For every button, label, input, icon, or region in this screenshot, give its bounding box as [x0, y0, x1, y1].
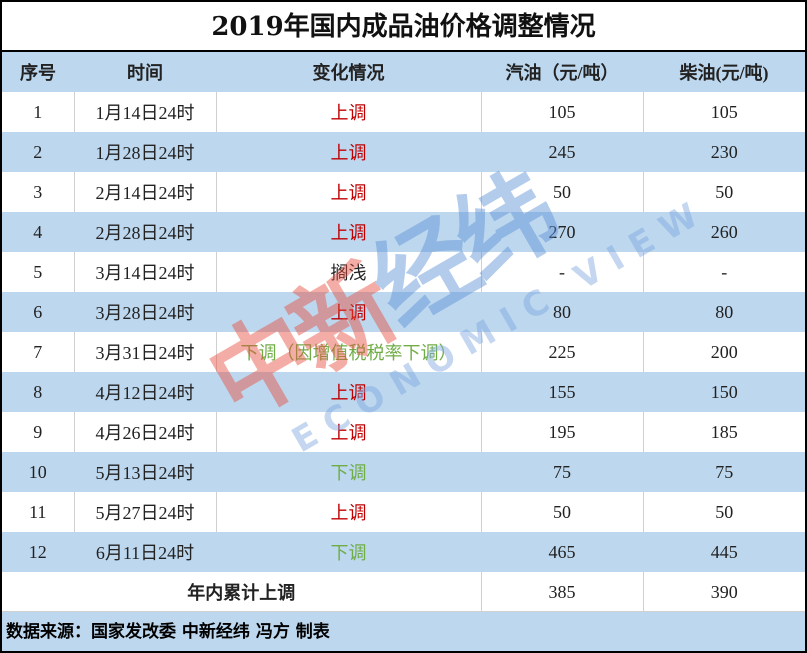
header-row: 序号 时间 变化情况 汽油（元/吨） 柴油(元/吨) — [2, 52, 805, 92]
table-row: 5 3月14日24时 搁浅 - - — [2, 252, 805, 292]
row-gasoline: 270 — [481, 212, 644, 252]
row-diesel: 50 — [715, 501, 734, 522]
row-time: 1月28日24时 — [74, 132, 217, 172]
row-diesel: 150 — [643, 372, 805, 412]
row-change: 上调 — [216, 132, 482, 172]
row-gasoline: 245 — [481, 132, 644, 172]
row-time: 3月14日24时 — [74, 252, 217, 292]
source-footer: 数据来源：国家发改委 中新经纬 冯方 制表 — [2, 611, 805, 651]
table-row: 11 5月27日24时 上调 50 50 — [2, 492, 805, 532]
row-diesel: 230 — [643, 132, 805, 172]
row-time: 2月14日24时 — [74, 172, 217, 212]
row-gasoline: 105 — [481, 92, 644, 132]
row-time: 4月26日24时 — [74, 412, 217, 452]
row-gasoline: 465 — [481, 532, 644, 572]
row-change: 上调 — [216, 212, 482, 252]
row-no: 6 — [2, 292, 75, 332]
row-time: 3月31日24时 — [74, 332, 217, 372]
row-gasoline: 50 — [481, 492, 644, 532]
row-no: 7 — [2, 332, 75, 372]
row-gasoline: 80 — [481, 292, 644, 332]
table-row: 3 2月14日24时 上调 50 50 — [2, 172, 805, 212]
total-row: 年内累计上调 385 390 — [2, 572, 805, 612]
price-table: 序号 时间 变化情况 汽油（元/吨） 柴油(元/吨) 1 1月14日24时 上调 10… — [2, 52, 805, 612]
table-row: 12 6月11日24时 下调 465 445 — [2, 532, 805, 572]
header-time: 时间 — [74, 52, 216, 92]
row-diesel: 260 — [643, 212, 805, 252]
row-diesel: 185 — [710, 421, 738, 442]
row-change: 上调 — [216, 292, 482, 332]
row-change: 上调 — [216, 372, 482, 412]
row-diesel: 75 — [643, 452, 805, 492]
row-no: 9 — [2, 412, 75, 452]
row-no: 4 — [2, 212, 75, 252]
row-change: 上调 — [216, 412, 482, 452]
table-row: 2 1月28日24时 上调 245 230 — [2, 132, 805, 172]
row-no: 8 — [2, 372, 75, 412]
total-label: 年内累计上调 — [2, 572, 482, 612]
table-row: 9 4月26日24时 上调 195 185 — [2, 412, 805, 452]
row-gasoline: 195 — [481, 412, 644, 452]
table-row: 10 5月13日24时 下调 75 75 — [2, 452, 805, 492]
row-change: 上调 — [216, 92, 482, 132]
row-gasoline: - — [481, 252, 644, 292]
row-time: 2月28日24时 — [74, 212, 217, 252]
row-time: 1月14日24时 — [74, 92, 217, 132]
row-change: 上调 — [216, 172, 482, 212]
row-gasoline: 75 — [481, 452, 644, 492]
table-row: 4 2月28日24时 上调 270 260 — [2, 212, 805, 252]
row-no: 3 — [2, 172, 75, 212]
row-gasoline: 50 — [481, 172, 644, 212]
row-no: 1 — [2, 92, 75, 132]
row-time: 5月27日24时 — [74, 492, 217, 532]
row-diesel: 445 — [643, 532, 805, 572]
row-change: 下调 — [216, 532, 482, 572]
row-gasoline: 155 — [481, 372, 644, 412]
table-row: 6 3月28日24时 上调 80 80 — [2, 292, 805, 332]
header-change: 变化情况 — [216, 52, 481, 92]
row-no: 5 — [2, 252, 75, 292]
header-gasoline: 汽油（元/吨） — [481, 52, 643, 92]
row-no: 2 — [2, 132, 75, 172]
row-diesel: 80 — [643, 292, 805, 332]
row-change: 搁浅 — [216, 252, 482, 292]
row-change: 下调 — [216, 452, 482, 492]
row-no: 11 — [2, 492, 75, 532]
total-diesel: 390 — [710, 581, 738, 602]
row-diesel: 105 — [710, 101, 738, 122]
header-diesel: 柴油(元/吨) — [643, 52, 805, 92]
row-diesel: 200 — [710, 341, 738, 362]
header-no: 序号 — [2, 52, 74, 92]
table-row: 7 3月31日24时 下调（因增值税税率下调） 225 200 — [2, 332, 805, 372]
table-row: 8 4月12日24时 上调 155 150 — [2, 372, 805, 412]
row-time: 5月13日24时 — [74, 452, 217, 492]
row-diesel: - — [721, 261, 728, 282]
table-title: 2019年国内成品油价格调整情况 — [2, 2, 805, 52]
row-time: 6月11日24时 — [74, 532, 217, 572]
row-diesel: 50 — [715, 181, 734, 202]
row-time: 3月28日24时 — [74, 292, 217, 332]
table-row: 1 1月14日24时 上调 105 105 — [2, 92, 805, 132]
row-no: 10 — [2, 452, 75, 492]
row-time: 4月12日24时 — [74, 372, 217, 412]
row-change: 上调 — [216, 492, 482, 532]
row-change: 下调（因增值税税率下调） — [216, 332, 482, 372]
row-no: 12 — [2, 532, 75, 572]
row-gasoline: 225 — [481, 332, 644, 372]
total-gasoline: 385 — [481, 572, 644, 612]
